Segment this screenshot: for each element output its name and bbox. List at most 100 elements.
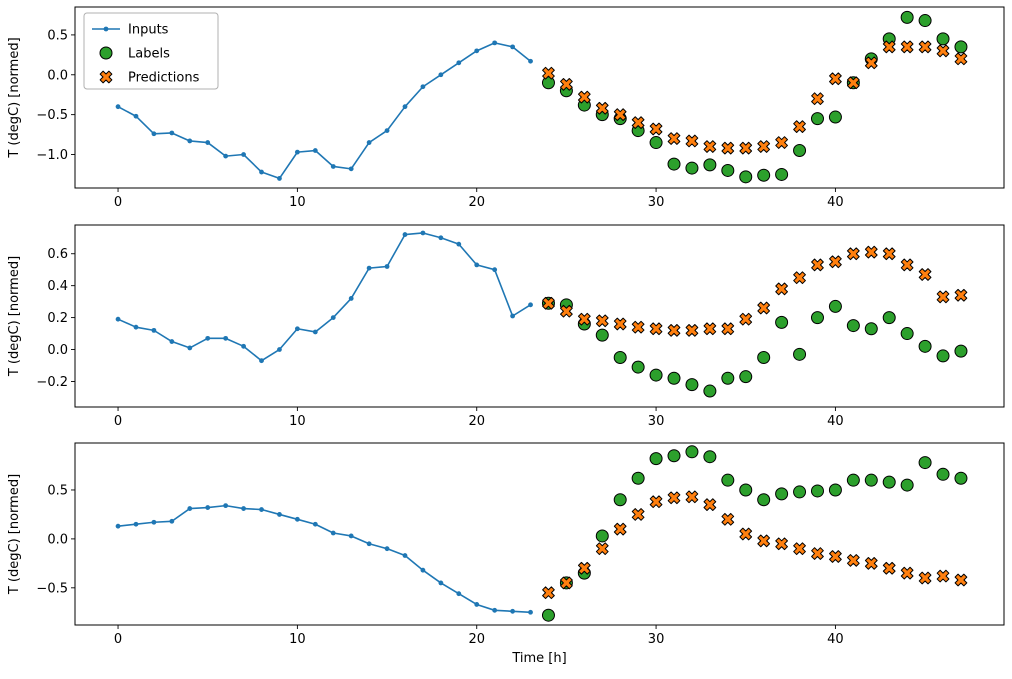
label-point <box>703 158 717 172</box>
prediction-point <box>954 573 968 587</box>
input-point <box>205 505 211 510</box>
input-point <box>366 140 372 145</box>
series-labels <box>541 10 968 184</box>
input-point <box>492 40 498 46</box>
series-predictions <box>542 40 968 155</box>
prediction-point <box>649 495 663 509</box>
input-point <box>402 104 408 110</box>
y-tick-label: −0.2 <box>36 375 68 390</box>
input-point <box>241 506 246 511</box>
input-point <box>277 512 282 517</box>
input-point <box>259 169 264 175</box>
input-point <box>492 267 498 273</box>
label-point <box>649 136 663 150</box>
input-point <box>241 152 246 157</box>
input-point <box>223 153 229 159</box>
input-point <box>187 138 193 144</box>
prediction-point <box>595 314 609 328</box>
x-tick-label: 10 <box>289 414 306 429</box>
label-point <box>900 10 914 24</box>
y-tick-label: 0.4 <box>47 279 68 294</box>
legend-item-labels: Labels <box>99 46 170 62</box>
label-point <box>918 456 932 470</box>
prediction-point <box>685 324 699 337</box>
input-point <box>241 343 246 349</box>
input-point <box>133 113 139 119</box>
legend-box <box>83 12 219 90</box>
label-point <box>936 349 950 363</box>
prediction-point <box>775 136 788 149</box>
label-point <box>721 371 735 385</box>
input-point <box>456 60 462 66</box>
prediction-point <box>631 320 645 334</box>
prediction-point <box>560 576 573 590</box>
label-point <box>954 344 968 358</box>
prediction-point <box>811 258 824 272</box>
input-point <box>474 602 480 607</box>
x-tick-label: 30 <box>648 195 665 210</box>
prediction-point <box>542 296 555 310</box>
label-point <box>613 493 627 507</box>
label-point <box>828 299 842 313</box>
label-point <box>793 485 807 499</box>
prediction-point <box>757 534 771 548</box>
label-point <box>757 351 771 365</box>
prediction-point <box>560 304 573 318</box>
input-point <box>366 265 372 271</box>
y-tick-label: 0.2 <box>47 311 68 326</box>
input-point <box>438 72 444 78</box>
input-point <box>205 140 211 145</box>
y-tick-label: 0.0 <box>47 532 68 547</box>
label-point <box>667 371 681 385</box>
prediction-point <box>649 122 663 136</box>
prediction-point <box>918 40 932 54</box>
input-point <box>259 358 264 364</box>
inputs-line <box>117 42 532 180</box>
prediction-point <box>846 247 860 261</box>
prediction-point <box>595 101 609 115</box>
legend-item-predictions: Predictions <box>99 70 200 86</box>
prediction-point <box>631 508 645 521</box>
prediction-point <box>829 255 842 269</box>
prediction-point <box>577 312 591 326</box>
prediction-point <box>864 556 878 570</box>
legend-x-marker <box>99 70 113 84</box>
label-point <box>793 144 807 158</box>
label-point <box>721 163 735 177</box>
x-tick-label: 10 <box>289 195 306 210</box>
label-point <box>810 311 824 325</box>
label-point <box>685 378 699 392</box>
x-tick-label: 0 <box>114 414 122 429</box>
input-point <box>294 516 300 522</box>
label-point <box>882 311 896 325</box>
input-point <box>133 521 139 527</box>
inputs-line <box>117 504 531 614</box>
x-tick-label: 30 <box>648 632 665 647</box>
prediction-point <box>882 561 896 575</box>
y-axis-label: T (degC) [normed] <box>7 474 22 595</box>
label-point <box>775 315 789 329</box>
label-point <box>649 452 663 466</box>
prediction-point <box>542 66 555 80</box>
series-inputs <box>115 230 533 364</box>
input-point <box>384 546 390 552</box>
x-tick-label: 40 <box>827 195 844 210</box>
label-point <box>846 473 860 487</box>
label-point <box>810 484 824 498</box>
inputs-line <box>117 232 531 362</box>
label-point <box>541 76 555 90</box>
prediction-point <box>829 72 842 86</box>
label-point <box>954 471 968 485</box>
prediction-point <box>936 44 950 58</box>
input-point <box>151 327 157 333</box>
label-point <box>918 339 932 353</box>
input-point <box>169 518 175 524</box>
input-point <box>277 176 282 181</box>
label-point <box>685 161 699 175</box>
prediction-point <box>775 282 788 296</box>
input-point <box>438 580 444 586</box>
prediction-point <box>900 566 914 580</box>
legend-item-inputs: Inputs <box>92 23 169 38</box>
y-tick-label: 0.0 <box>47 343 68 358</box>
y-axis-label: T (degC) [normed] <box>7 37 22 158</box>
